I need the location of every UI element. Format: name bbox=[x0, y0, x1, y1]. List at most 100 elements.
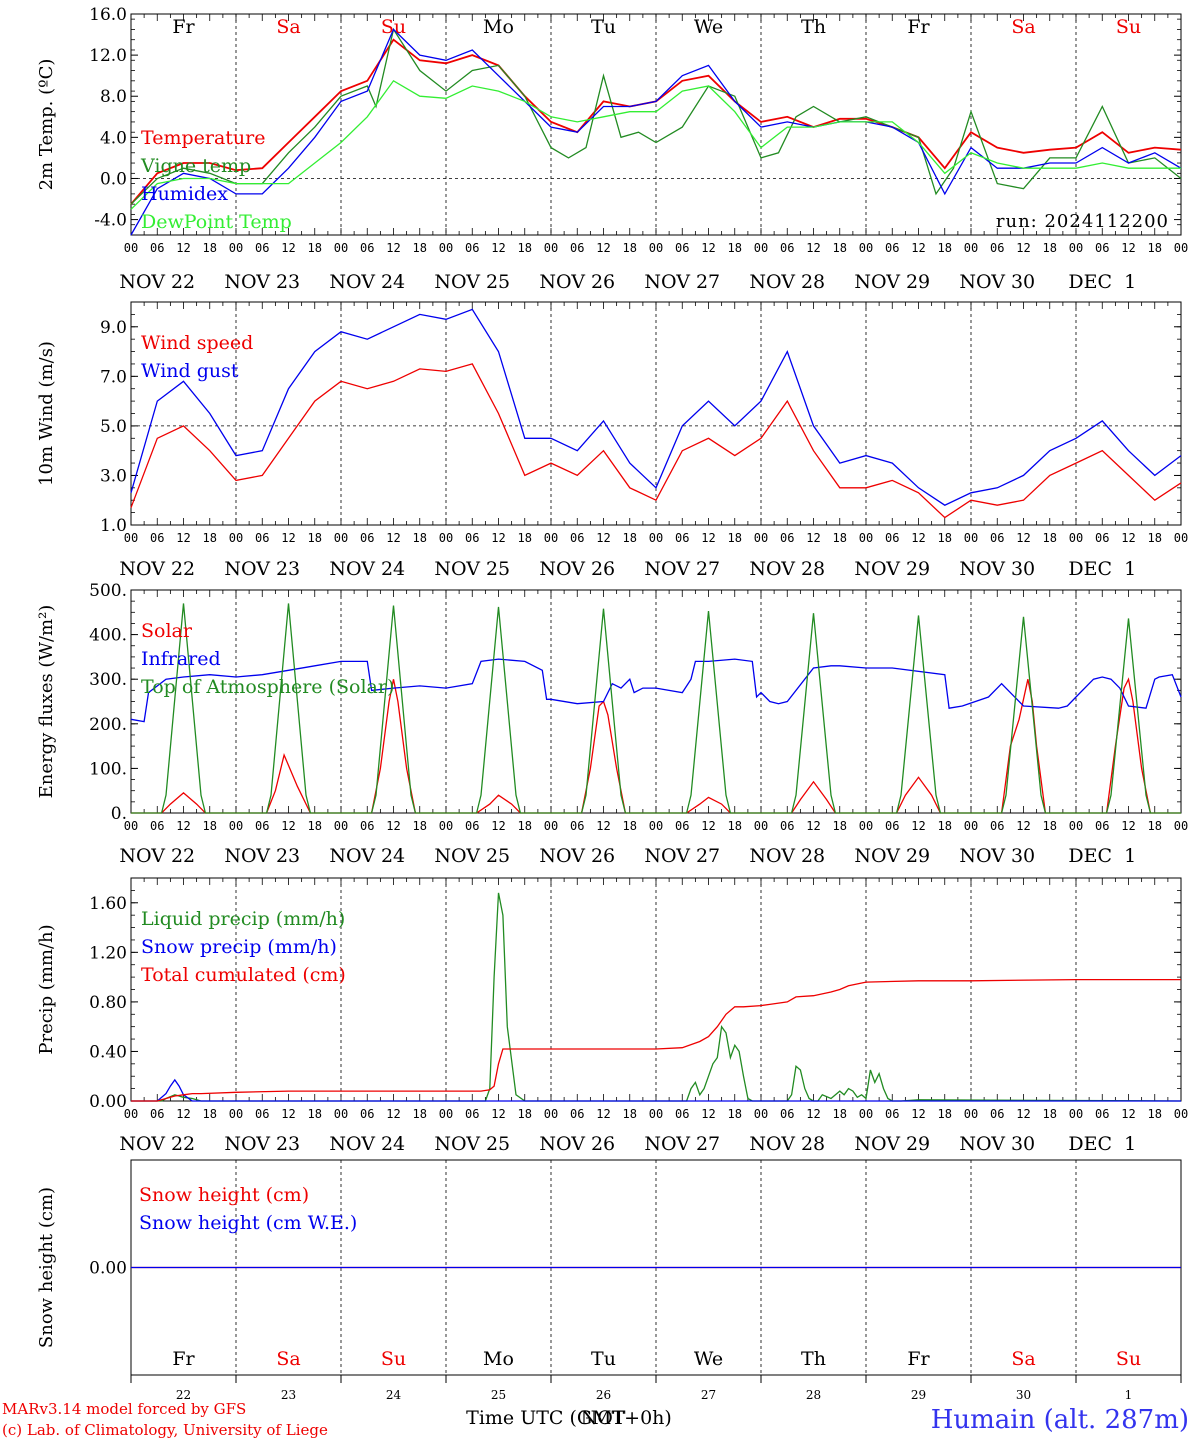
bottom-day-name: Th bbox=[801, 1348, 826, 1370]
hour-label: 00 bbox=[544, 819, 558, 833]
legend-entry: Snow height (cm) bbox=[139, 1184, 309, 1206]
hour-label: 12 bbox=[386, 1107, 400, 1121]
date-label: NOV 22 bbox=[119, 558, 195, 580]
series-line-top-of-atmosphere-solar- bbox=[131, 603, 1181, 814]
date-label: NOV 30 bbox=[959, 1133, 1035, 1155]
y-axis-label: Precip (mm/h) bbox=[36, 924, 57, 1054]
hour-label: 00 bbox=[964, 241, 978, 255]
hour-label: 18 bbox=[1043, 531, 1057, 545]
date-label: NOV 26 bbox=[539, 558, 615, 580]
hour-label: 00 bbox=[124, 819, 138, 833]
ytick-label: 1.0 bbox=[100, 516, 127, 536]
hour-label: 12 bbox=[176, 241, 190, 255]
bottom-day-name: Mo bbox=[483, 1348, 514, 1370]
hour-label: 06 bbox=[465, 531, 479, 545]
hour-label: 06 bbox=[570, 1107, 584, 1121]
ytick-label: 0.00 bbox=[89, 1092, 127, 1112]
day-name: Su bbox=[1116, 16, 1141, 38]
hour-label: 18 bbox=[938, 531, 952, 545]
hour-label: 06 bbox=[360, 819, 374, 833]
hour-label: 06 bbox=[885, 1107, 899, 1121]
day-name: Fr bbox=[172, 16, 195, 38]
hour-label: 18 bbox=[728, 1107, 742, 1121]
hour-label: 12 bbox=[281, 819, 295, 833]
hour-label: 06 bbox=[150, 819, 164, 833]
hour-label: 18 bbox=[518, 531, 532, 545]
hour-label: 06 bbox=[150, 531, 164, 545]
hour-label: 06 bbox=[780, 531, 794, 545]
hour-label: 12 bbox=[1016, 241, 1030, 255]
date-label: DEC 1 bbox=[1068, 1133, 1136, 1155]
hour-label: 06 bbox=[1095, 531, 1109, 545]
credit-line-1: MARv3.14 model forced by GFS bbox=[2, 1400, 246, 1418]
hour-label: 00 bbox=[964, 531, 978, 545]
hour-label: 06 bbox=[465, 241, 479, 255]
hour-label: 18 bbox=[308, 241, 322, 255]
hour-label: 06 bbox=[990, 819, 1004, 833]
date-label: NOV 27 bbox=[644, 271, 720, 293]
hour-label: 12 bbox=[701, 1107, 715, 1121]
hour-label: 00 bbox=[859, 819, 873, 833]
bottom-day-name: Fr bbox=[172, 1348, 195, 1370]
ytick-label: 12.0 bbox=[89, 46, 127, 66]
ytick-label: 5.0 bbox=[100, 417, 127, 437]
date-label: NOV 28 bbox=[749, 271, 825, 293]
date-label: NOV 30 bbox=[959, 271, 1035, 293]
hour-label: 06 bbox=[675, 1107, 689, 1121]
hour-label: 12 bbox=[491, 819, 505, 833]
hour-label: 18 bbox=[203, 531, 217, 545]
legend-entry: Wind speed bbox=[141, 332, 253, 354]
bottom-day-number: 24 bbox=[386, 1388, 402, 1402]
date-label: NOV 30 bbox=[959, 845, 1035, 867]
hour-label: 18 bbox=[938, 1107, 952, 1121]
date-label: DEC 1 bbox=[1068, 845, 1136, 867]
ytick-label: 0.0 bbox=[100, 169, 127, 189]
hour-label: 18 bbox=[938, 819, 952, 833]
ytick-label: 100. bbox=[89, 759, 127, 779]
y-axis-label: Snow height (cm) bbox=[36, 1187, 57, 1348]
hour-label: 12 bbox=[701, 819, 715, 833]
hour-label: 12 bbox=[596, 241, 610, 255]
x-axis-label: Time UTC (GMT+0h) bbox=[466, 1407, 672, 1429]
ytick-label: 4.0 bbox=[100, 128, 127, 148]
hour-label: 18 bbox=[938, 241, 952, 255]
panel-snow: 0.00 Snow height (cm) Snow height (cm) Snow… bbox=[36, 1159, 1182, 1402]
hour-label: 18 bbox=[413, 1107, 427, 1121]
date-label: NOV 24 bbox=[329, 558, 405, 580]
hour-label: 00 bbox=[964, 819, 978, 833]
hour-label: 18 bbox=[623, 531, 637, 545]
hour-label: 00 bbox=[649, 819, 663, 833]
hour-label: 00 bbox=[229, 531, 243, 545]
station-name: Humain (alt. 287m) bbox=[931, 1405, 1189, 1435]
series-line-humidex bbox=[130, 28, 1182, 236]
hour-label: 00 bbox=[1069, 819, 1083, 833]
series-line-dewpoint-temp bbox=[130, 79, 1181, 210]
series-line-snow-precip-mm-h- bbox=[131, 1078, 1181, 1102]
bottom-day-number: 28 bbox=[806, 1388, 821, 1402]
hour-label: 12 bbox=[806, 819, 820, 833]
hour-label: 18 bbox=[623, 1107, 637, 1121]
hour-label: 06 bbox=[255, 531, 269, 545]
hour-label: 00 bbox=[649, 1107, 663, 1121]
hour-label: 00 bbox=[229, 1107, 243, 1121]
hour-label: 12 bbox=[596, 531, 610, 545]
hour-label: 18 bbox=[833, 819, 847, 833]
legend-entry: Infrared bbox=[141, 648, 221, 670]
hour-label: 06 bbox=[1095, 241, 1109, 255]
bottom-day-name: Sa bbox=[276, 1348, 300, 1370]
hour-label: 12 bbox=[1016, 531, 1030, 545]
hour-label: 18 bbox=[1148, 819, 1162, 833]
hour-label: 06 bbox=[255, 819, 269, 833]
hour-label: 06 bbox=[780, 241, 794, 255]
hour-label: 18 bbox=[413, 241, 427, 255]
day-name: Mo bbox=[483, 16, 514, 38]
bottom-day-number: 29 bbox=[911, 1388, 926, 1402]
hour-label: 06 bbox=[780, 1107, 794, 1121]
hour-label: 00 bbox=[544, 1107, 558, 1121]
bottom-day-number: 1 bbox=[1125, 1388, 1133, 1402]
date-label: NOV 27 bbox=[644, 558, 720, 580]
date-label: NOV 26 bbox=[539, 845, 615, 867]
hour-label: 06 bbox=[885, 819, 899, 833]
date-label: NOV 26 bbox=[539, 1133, 615, 1155]
hour-label: 00 bbox=[229, 241, 243, 255]
